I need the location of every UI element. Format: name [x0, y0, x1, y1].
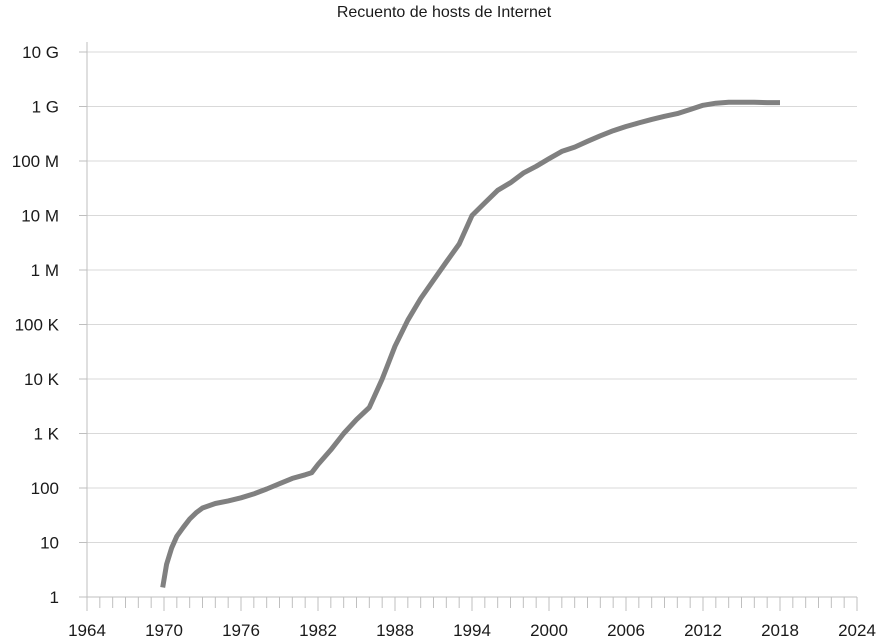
y-tick-label: 1 [50, 588, 59, 607]
y-tick-label: 10 K [24, 370, 60, 389]
x-tick-label: 1964 [68, 621, 106, 640]
x-tick-label: 2018 [761, 621, 799, 640]
tick-labels: 1 10 100 1 K 10 K 100 K 1 M 10 M 100 M 1 G 10 G 196… [12, 43, 876, 640]
series-line [160, 99, 780, 588]
y-tick-label: 1 G [32, 98, 59, 117]
gridlines [87, 51, 857, 543]
x-tick-label: 2012 [684, 621, 722, 640]
chart-title: Recuento de hosts de Internet [336, 4, 552, 21]
x-tick-label: 2006 [607, 621, 645, 640]
x-tick-label: 2000 [530, 621, 568, 640]
y-tick-label: 10 G [22, 43, 59, 62]
x-tick-label: 1982 [299, 621, 337, 640]
x-tick-label: 1988 [376, 621, 414, 640]
y-tick-label: 1 M [31, 261, 59, 280]
y-tick-label: 10 M [21, 207, 59, 226]
y-tick-label: 100 M [12, 152, 59, 171]
x-tick-label: 1970 [145, 621, 183, 640]
y-tick-label: 100 [31, 479, 59, 498]
axes [79, 42, 858, 611]
x-tick-label: 1994 [453, 621, 491, 640]
series-layer [160, 99, 780, 588]
x-tick-label: 2024 [838, 621, 876, 640]
y-tick-label: 100 K [15, 316, 60, 335]
x-tick-label: 1976 [222, 621, 260, 640]
y-tick-label: 1 K [33, 425, 59, 444]
y-tick-label: 10 [40, 534, 59, 553]
